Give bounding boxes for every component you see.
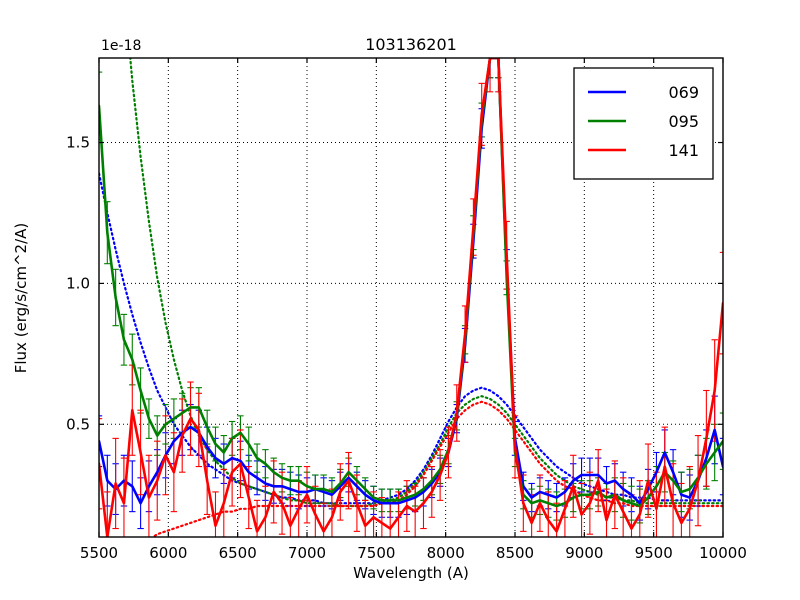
data-series-layer xyxy=(99,58,723,537)
x-axis-label: Wavelength (A) xyxy=(353,564,469,582)
legend-label-069[interactable]: 069 xyxy=(668,83,699,102)
legend-label-095[interactable]: 095 xyxy=(668,112,699,131)
axes-frame xyxy=(98,57,724,538)
legend-label-141[interactable]: 141 xyxy=(668,141,699,160)
y-axis-label: Flux (erg/s/cm^2/A) xyxy=(12,223,30,374)
series-line-141 xyxy=(99,58,723,537)
x-tick-label: 8500 xyxy=(496,544,534,562)
x-tick-label: 7000 xyxy=(288,544,326,562)
legend-box xyxy=(573,67,714,180)
x-tick-label: 8000 xyxy=(427,544,465,562)
x-tick-label: 7500 xyxy=(357,544,395,562)
x-tick-label: 5500 xyxy=(80,544,118,562)
y-tick-label: 1.5 xyxy=(66,134,90,152)
x-tick-label: 6000 xyxy=(149,544,187,562)
legend[interactable]: 069 095 141 xyxy=(573,67,714,180)
plot-title: 103136201 xyxy=(365,35,457,54)
y-axis-offset-label: 1e-18 xyxy=(101,38,141,54)
axes-spines xyxy=(98,57,724,538)
y-tick-label: 1.0 xyxy=(66,274,90,292)
series-line-095 xyxy=(99,58,723,508)
x-tick-label: 10000 xyxy=(699,544,747,562)
y-tick-label: 0.5 xyxy=(66,415,90,433)
x-tick-label: 9500 xyxy=(635,544,673,562)
x-tick-label: 6500 xyxy=(219,544,257,562)
axis-ticks: 5500 6000 6500 7000 7500 8000 8500 9000 9500 1000… xyxy=(66,58,747,562)
series-line-069 xyxy=(99,58,723,505)
x-tick-label: 9000 xyxy=(565,544,603,562)
model-curve-069-model xyxy=(99,172,723,505)
